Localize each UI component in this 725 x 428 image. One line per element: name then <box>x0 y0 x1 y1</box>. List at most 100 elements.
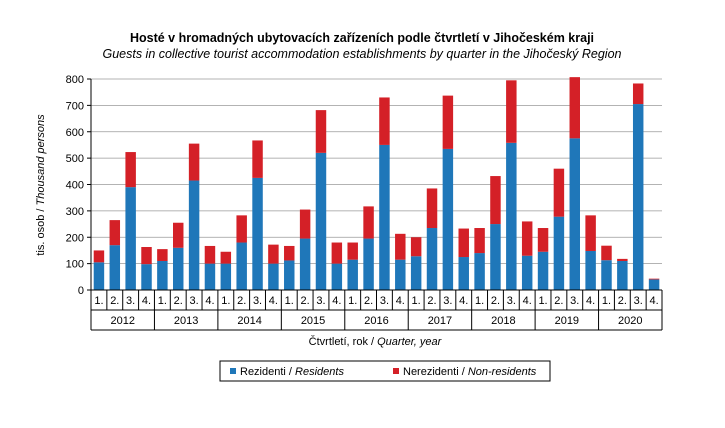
x-tick-label-quarter: 1. <box>158 295 167 307</box>
bar-non-residents <box>93 250 105 263</box>
bar-residents <box>252 177 263 290</box>
bar-residents <box>379 144 390 290</box>
x-tick-label-quarter: 2. <box>237 295 246 307</box>
bar-residents <box>347 259 358 290</box>
y-tick-label: 200 <box>66 232 84 244</box>
x-tick-label-quarter: 3. <box>126 295 135 307</box>
x-tick-label-quarter: 1. <box>602 295 611 307</box>
x-axis-label: Čtvrtletí, rok / Quarter, year <box>309 335 443 348</box>
x-tick-label-quarter: 4. <box>586 295 595 307</box>
bar-non-residents <box>347 242 358 260</box>
bar-residents <box>632 104 644 290</box>
bar-residents <box>490 224 501 290</box>
legend-swatch-non-residents <box>393 368 399 374</box>
x-tick-label-quarter: 4. <box>269 295 278 307</box>
x-tick-label-quarter: 1. <box>348 295 357 307</box>
y-tick-label: 600 <box>66 127 84 139</box>
bar-non-residents <box>125 152 136 188</box>
chart-title: Hosté v hromadných ubytovacích zařízeníc… <box>130 31 594 45</box>
x-tick-label-year: 2017 <box>428 315 452 327</box>
y-gridlines <box>91 78 662 265</box>
bar-residents <box>506 142 517 290</box>
bar-non-residents <box>632 83 644 105</box>
x-tick-label-quarter: 2. <box>174 295 183 307</box>
bar-non-residents <box>220 251 232 264</box>
legend-frame <box>219 360 551 382</box>
x-tick-label-quarter: 3. <box>570 295 579 307</box>
y-tick-label: 800 <box>66 74 84 86</box>
x-tick-label-quarter: 2. <box>618 295 627 307</box>
legend: Rezidenti / Residents Nerezidenti / Non-… <box>219 360 551 382</box>
x-tick-label-quarter: 1. <box>475 295 484 307</box>
bar-non-residents <box>648 278 660 280</box>
y-tick-label: 400 <box>66 180 84 192</box>
bar-residents <box>648 279 660 290</box>
x-tick-label-quarter: 2. <box>301 295 310 307</box>
bar-non-residents <box>268 244 279 264</box>
bar-non-residents <box>474 228 485 254</box>
bar-non-residents <box>601 245 612 261</box>
y-axis-label-cz: tis. osob / <box>35 208 47 256</box>
bar-residents <box>569 138 580 290</box>
bar-non-residents <box>569 77 580 139</box>
bar-non-residents <box>506 80 517 143</box>
bar-non-residents <box>252 140 263 178</box>
bar-non-residents <box>537 228 549 252</box>
bar-non-residents <box>442 95 454 149</box>
x-tick-label-quarter: 2. <box>364 295 373 307</box>
x-tick-label-quarter: 3. <box>507 295 516 307</box>
x-tick-label-quarter: 1. <box>94 295 103 307</box>
y-tick-label: 500 <box>66 153 84 165</box>
bar-residents <box>410 256 422 290</box>
bar-non-residents <box>521 221 533 256</box>
bar-residents <box>315 152 327 290</box>
bar-non-residents <box>395 233 406 260</box>
bar-residents <box>109 245 121 290</box>
chart-subtitle: Guests in collective tourist accommodati… <box>102 47 621 61</box>
x-tick-label-quarter: 4. <box>396 295 405 307</box>
y-tick-label: 100 <box>66 259 84 271</box>
bar-non-residents <box>363 206 374 239</box>
bars <box>93 77 660 291</box>
bar-residents <box>458 257 469 290</box>
x-tick-label-quarter: 2. <box>554 295 563 307</box>
x-tick-label-quarter: 4. <box>205 295 214 307</box>
bar-residents <box>426 228 438 290</box>
bar-residents <box>141 264 152 290</box>
x-tick-label-year: 2015 <box>301 315 325 327</box>
x-tick-label-year: 2012 <box>110 315 134 327</box>
bar-residents <box>93 262 105 290</box>
x-tick-label-quarter: 4. <box>649 295 658 307</box>
x-tick-label-quarter: 3. <box>634 295 643 307</box>
legend-label-residents: Rezidenti / Residents <box>240 366 344 378</box>
bar-residents <box>553 216 565 290</box>
bar-residents <box>157 260 168 290</box>
legend-label-non-residents: Nerezidenti / Non-residents <box>403 366 537 378</box>
bar-residents <box>331 263 343 291</box>
x-tick-label-quarter: 1. <box>221 295 230 307</box>
bar-non-residents <box>585 215 596 251</box>
bar-non-residents <box>299 209 311 239</box>
bar-residents <box>188 180 200 290</box>
bar-residents <box>521 255 533 290</box>
x-tick-label-quarter: 4. <box>142 295 151 307</box>
x-tick-label-quarter: 4. <box>523 295 532 307</box>
bar-non-residents <box>188 143 200 181</box>
x-tick-label-year: 2016 <box>364 315 388 327</box>
bar-residents <box>236 242 247 290</box>
bar-residents <box>474 253 485 290</box>
bar-non-residents <box>236 215 247 243</box>
x-tick-label-year: 2020 <box>618 315 642 327</box>
legend-swatch-residents <box>230 368 236 374</box>
bar-residents <box>204 263 216 291</box>
bar-residents <box>395 259 406 290</box>
bar-non-residents <box>617 258 628 261</box>
bar-residents <box>363 238 374 290</box>
x-tick-label-quarter: 3. <box>380 295 389 307</box>
bar-residents <box>585 250 596 290</box>
bar-residents <box>299 238 311 290</box>
bar-non-residents <box>426 188 438 229</box>
x-tick-label-quarter: 3. <box>253 295 262 307</box>
x-tick-label-year: 2019 <box>555 315 579 327</box>
